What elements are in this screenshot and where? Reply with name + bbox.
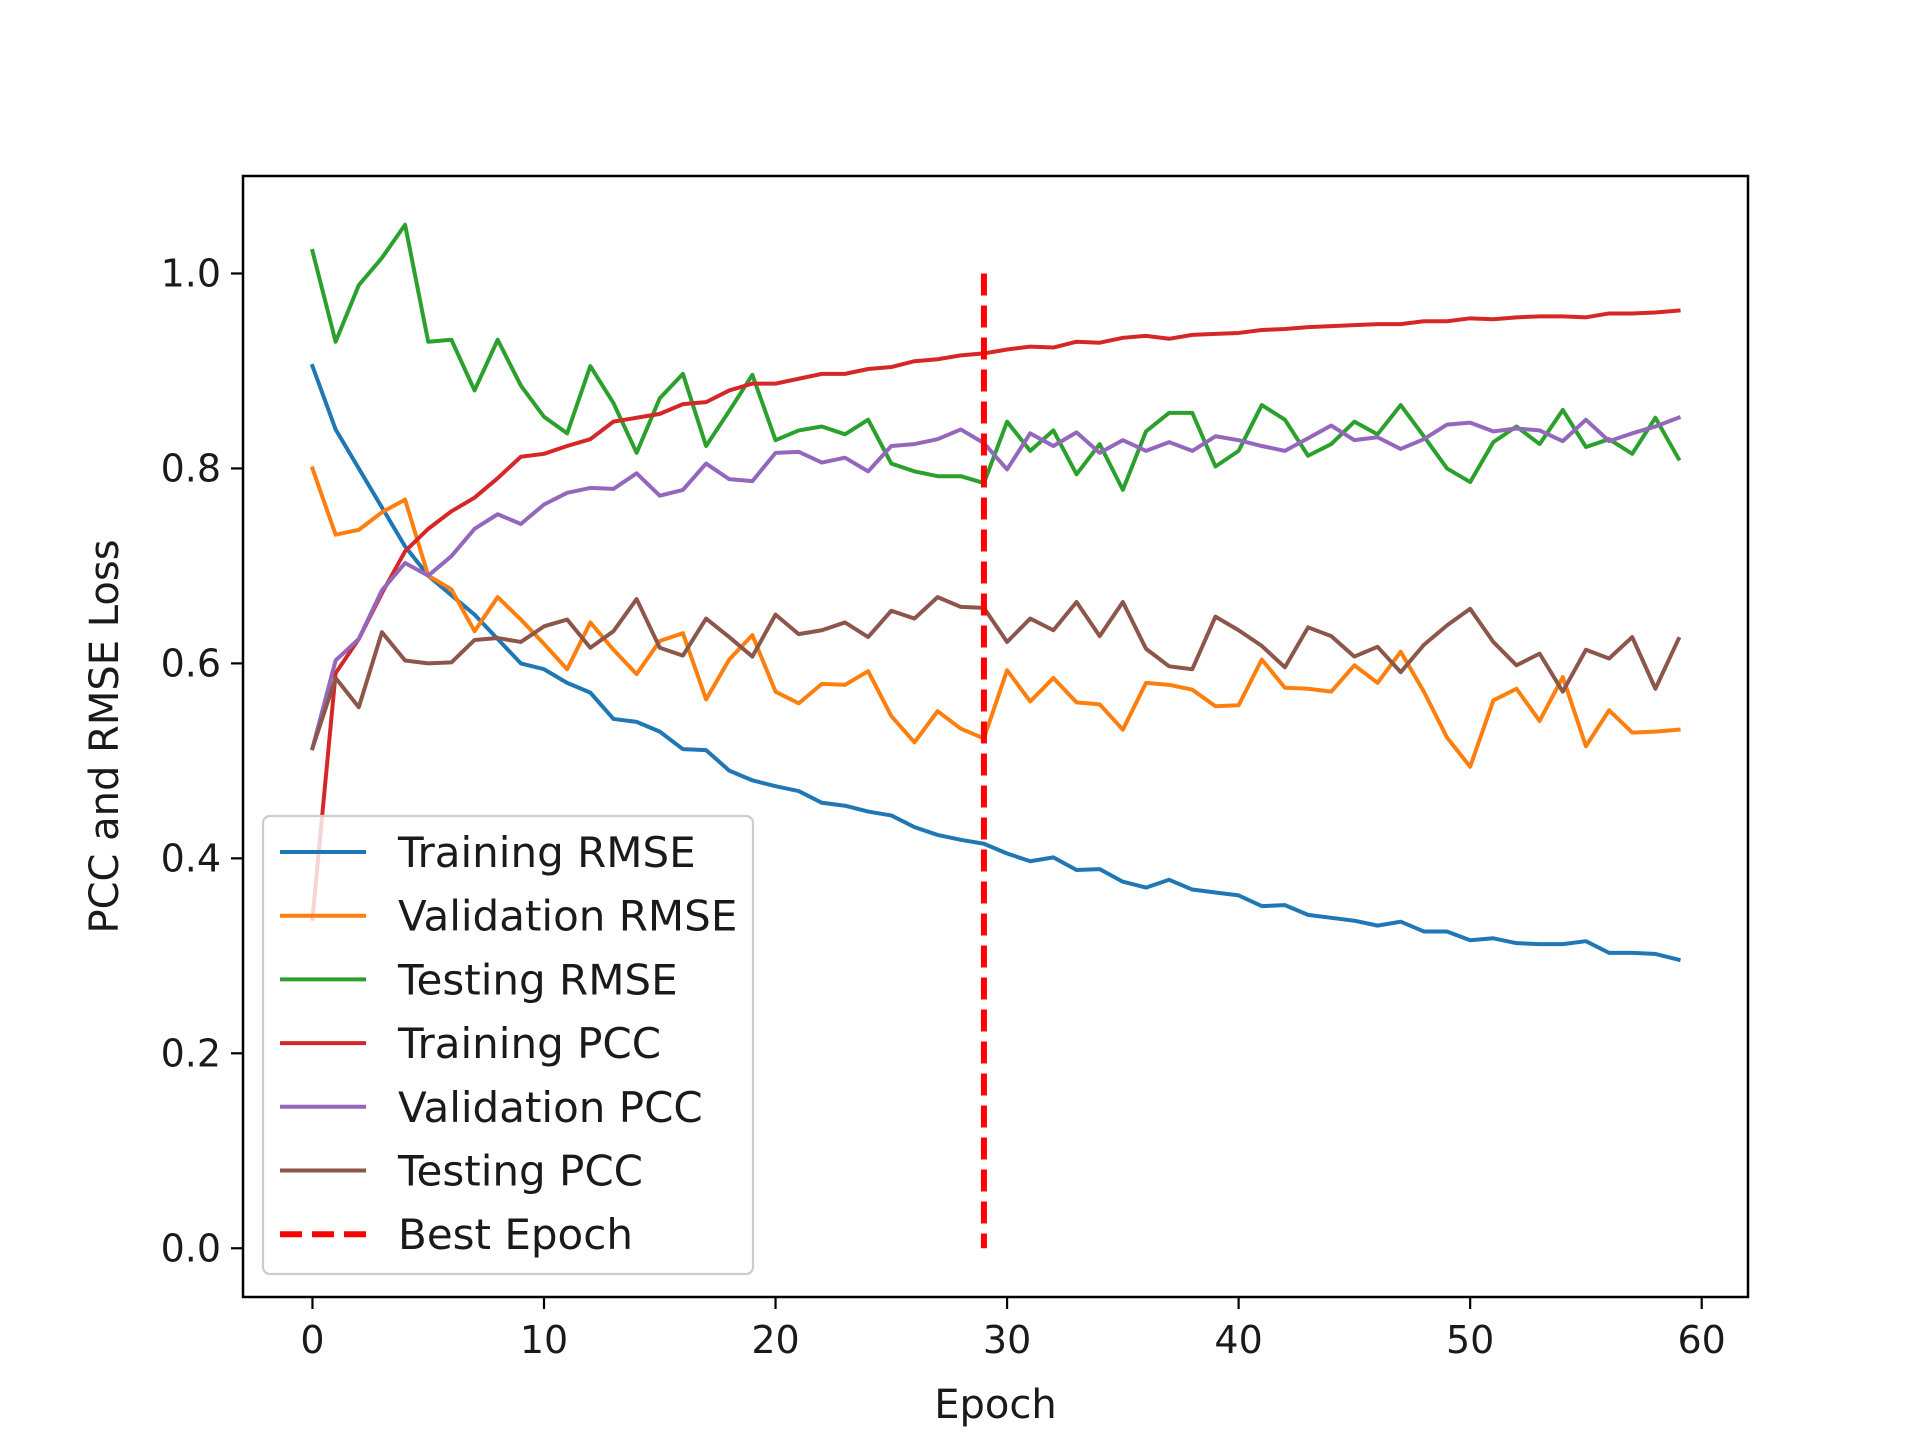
y-tick-label: 0.0 xyxy=(161,1226,221,1270)
legend-label: Training RMSE xyxy=(397,828,696,877)
plot-frame xyxy=(241,174,1750,1299)
legend-label: Testing PCC xyxy=(397,1147,643,1196)
x-tick-label: 0 xyxy=(300,1318,324,1362)
series-line-3 xyxy=(310,308,1681,921)
series-line-1 xyxy=(309,465,1681,769)
legend-label: Validation PCC xyxy=(398,1083,703,1132)
series-lines xyxy=(309,222,1682,1249)
y-tick-label: 0.2 xyxy=(161,1031,221,1075)
x-tick-label: 20 xyxy=(751,1318,799,1362)
x-tick-label: 60 xyxy=(1678,1318,1726,1362)
x-tick-label: 40 xyxy=(1214,1318,1262,1362)
x-axis-label: Epoch xyxy=(934,1382,1056,1428)
y-tick-label: 0.4 xyxy=(161,836,221,880)
y-tick-label: 0.6 xyxy=(161,641,221,685)
y-axis-label: PCC and RMSE Loss xyxy=(82,539,128,933)
series-line-0 xyxy=(309,363,1681,963)
legend-label: Testing RMSE xyxy=(397,955,678,1004)
y-tick-label: 1.0 xyxy=(161,251,221,295)
x-tick-label: 30 xyxy=(983,1318,1031,1362)
series-line-2 xyxy=(310,222,1682,492)
x-tick-label: 10 xyxy=(520,1318,568,1362)
series-line-5 xyxy=(309,595,1682,751)
legend-label: Training PCC xyxy=(397,1019,661,1068)
legend: Training RMSE Validation RMSE Testing RMSE… xyxy=(261,814,755,1276)
series-line-4 xyxy=(310,415,1682,751)
y-tick-label: 0.8 xyxy=(161,446,221,490)
legend-box xyxy=(261,814,755,1276)
axes: 0 10 20 30 40 50 60 0.0 0.2 0.4 0.6 0.8 1.0 xyxy=(161,251,1726,1362)
x-tick-label: 50 xyxy=(1446,1318,1494,1362)
legend-label: Validation RMSE xyxy=(398,892,737,941)
legend-label: Best Epoch xyxy=(398,1210,633,1259)
